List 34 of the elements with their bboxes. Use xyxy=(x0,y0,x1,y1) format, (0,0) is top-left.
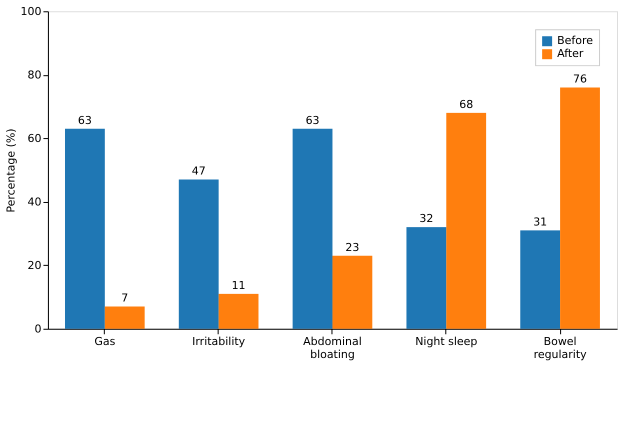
data-label: 63 xyxy=(306,114,320,127)
x-tick-label: Irritability xyxy=(192,335,246,348)
data-label: 23 xyxy=(345,240,360,254)
data-label: 32 xyxy=(419,212,434,226)
data-label: 63 xyxy=(78,114,92,127)
y-axis-title: Percentage (%) xyxy=(4,128,18,213)
y-tick-label: 20 xyxy=(27,258,42,272)
bar xyxy=(520,230,560,329)
y-tick-label: 60 xyxy=(27,132,42,145)
bar xyxy=(104,306,145,329)
data-label: 68 xyxy=(459,98,474,111)
y-tick-label: 80 xyxy=(27,68,42,82)
bar xyxy=(178,180,219,329)
bar xyxy=(406,227,446,329)
y-tick-label: 100 xyxy=(20,4,42,18)
data-label: 31 xyxy=(533,215,548,228)
legend-label: After xyxy=(557,47,584,60)
x-tick-label: Abdominal bloating xyxy=(303,335,362,362)
bar xyxy=(560,87,600,329)
bar xyxy=(64,128,105,329)
y-tick-label: 0 xyxy=(34,322,42,336)
data-label: 47 xyxy=(192,164,206,178)
bar xyxy=(446,112,486,329)
bar xyxy=(218,294,258,329)
data-label: 7 xyxy=(121,292,128,305)
bar xyxy=(332,256,372,329)
x-tick-label: Gas xyxy=(94,335,116,348)
x-tick-label: Night sleep xyxy=(415,335,478,348)
legend-label: Before xyxy=(557,34,594,48)
y-tick-label: 40 xyxy=(27,195,42,208)
data-label: 76 xyxy=(573,72,588,86)
data-label: 11 xyxy=(232,278,246,292)
x-tick-label: Bowel regularity xyxy=(534,335,588,362)
bar xyxy=(292,128,332,329)
